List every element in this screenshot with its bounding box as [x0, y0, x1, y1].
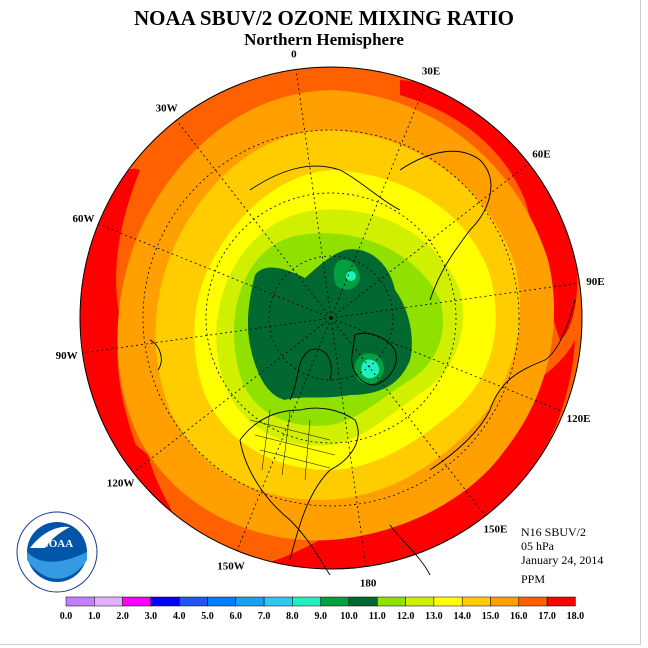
colorbar-tick-label: 16.0 — [510, 611, 528, 622]
colorbar-swatch — [546, 596, 576, 607]
colorbar-swatch — [65, 596, 95, 607]
longitude-label: 30W — [156, 103, 178, 115]
asia-north-coast — [249, 165, 401, 211]
longitude-label: 150E — [483, 523, 507, 535]
longitude-label: 30E — [422, 65, 440, 77]
greenland — [351, 332, 397, 386]
latitude-circle-60 — [205, 192, 457, 444]
colorbar-swatch — [461, 596, 491, 607]
colorbar-swatch — [263, 596, 293, 607]
logo-wave — [27, 552, 87, 579]
longitude-label: 60E — [532, 149, 550, 161]
colorbar-tick-label: 9.0 — [314, 611, 327, 622]
map-title: NOAA SBUV/2 OZONE MIXING RATIO — [134, 6, 514, 30]
south-america-coast — [389, 524, 431, 576]
longitude-label: 180 — [360, 577, 377, 589]
colorbar-tick-label: 4.0 — [173, 611, 186, 622]
colorbar-swatch — [433, 596, 463, 607]
contour-band-17-northeast — [400, 80, 578, 340]
colorbar-swatch — [518, 596, 548, 607]
colorbar-swatch — [292, 596, 321, 607]
meridian-line — [176, 119, 332, 319]
colorbar-swatch — [178, 596, 208, 607]
longitude-label: 120W — [107, 477, 135, 489]
units-label: PPM — [521, 572, 546, 586]
instrument-label: N16 SBUV/2 — [521, 525, 587, 539]
colorbar-tick-label: 8.0 — [286, 611, 299, 622]
max-cell-north — [346, 271, 356, 281]
colorbar-swatch — [122, 596, 152, 607]
us-state-lines — [249, 409, 336, 481]
colorbar-tick-label: 18.0 — [567, 611, 585, 622]
asia-east-coast — [399, 150, 492, 301]
meridian-line — [295, 69, 332, 319]
meridian-line — [236, 317, 332, 551]
logo-gull-icon — [30, 526, 70, 548]
colorbar-swatch — [320, 596, 350, 607]
colorbar-tick-label: 10.0 — [340, 611, 358, 622]
longitude-label: 90E — [586, 276, 604, 288]
colorbar-swatch — [490, 596, 520, 607]
colorbar-swatch — [235, 596, 265, 607]
meridian-line — [330, 85, 426, 319]
longitude-label: 0 — [291, 49, 297, 61]
colorbar-swatch — [377, 596, 406, 607]
colorbar-tick-label: 13.0 — [425, 611, 443, 622]
map-boundary — [79, 66, 583, 570]
meridian-line — [330, 317, 486, 517]
colorbar-tick-label: 1.0 — [88, 611, 101, 622]
north-america-coast — [239, 407, 359, 561]
info-block: N16 SBUV/2 05 hPa January 24, 2014 — [521, 525, 603, 567]
logo-text: NOAA — [41, 538, 73, 550]
meridian-line — [330, 317, 367, 567]
arctic-archipelago — [289, 348, 332, 401]
central-america-coast — [239, 439, 331, 576]
latitude-circle-75 — [268, 255, 394, 381]
meridian-line — [132, 317, 332, 473]
colorbar-tick-label: 17.0 — [538, 611, 556, 622]
colorbar-tick-label: 6.0 — [230, 611, 243, 622]
colorbar: 0.0 1.0 2.0 3.0 4.0 5.0 6.0 7.0 8.0 9.0 10.0 11.0 12… — [60, 596, 585, 622]
map-subtitle: Northern Hemisphere — [244, 30, 404, 49]
colorbar-tick-label: 0.0 — [60, 611, 73, 622]
longitude-label: 60W — [72, 213, 94, 225]
colorbar-swatch — [94, 596, 123, 607]
colorbar-swatch — [348, 596, 378, 607]
longitude-label: 120E — [567, 413, 591, 425]
colorbar-tick-label: 7.0 — [258, 611, 271, 622]
colorbar-tick-label: 3.0 — [145, 611, 158, 622]
colorbar-swatch — [150, 596, 180, 607]
colorbar-tick-label: 15.0 — [482, 611, 500, 622]
colorbar-tick-label: 14.0 — [453, 611, 471, 622]
noaa-logo: NOAA — [16, 511, 98, 593]
colorbar-tick-label: 11.0 — [369, 611, 386, 622]
contour-band-17-southeast — [270, 340, 575, 569]
meridian-line — [330, 282, 580, 319]
meridian-line — [330, 163, 530, 319]
colorbar-swatch — [207, 596, 237, 607]
latitude-circle-45 — [142, 129, 520, 507]
colorbar-tick-label: 5.0 — [201, 611, 214, 622]
alaska-coast — [149, 339, 162, 371]
colorbar-tick-label: 2.0 — [116, 611, 129, 622]
longitude-label: 150W — [217, 561, 245, 573]
longitude-label: 90W — [56, 350, 78, 362]
date-label: January 24, 2014 — [521, 553, 604, 567]
pressure-level-label: 05 hPa — [521, 539, 554, 553]
meridian-line — [82, 317, 332, 354]
meridian-line — [330, 317, 564, 413]
meridian-line — [98, 223, 332, 319]
graticule — [82, 69, 580, 567]
colorbar-swatch — [405, 596, 435, 607]
political-boundaries — [249, 409, 336, 481]
europe-africa-coast — [429, 299, 576, 471]
colorbar-tick-label: 12.0 — [397, 611, 415, 622]
coastlines — [149, 150, 576, 576]
